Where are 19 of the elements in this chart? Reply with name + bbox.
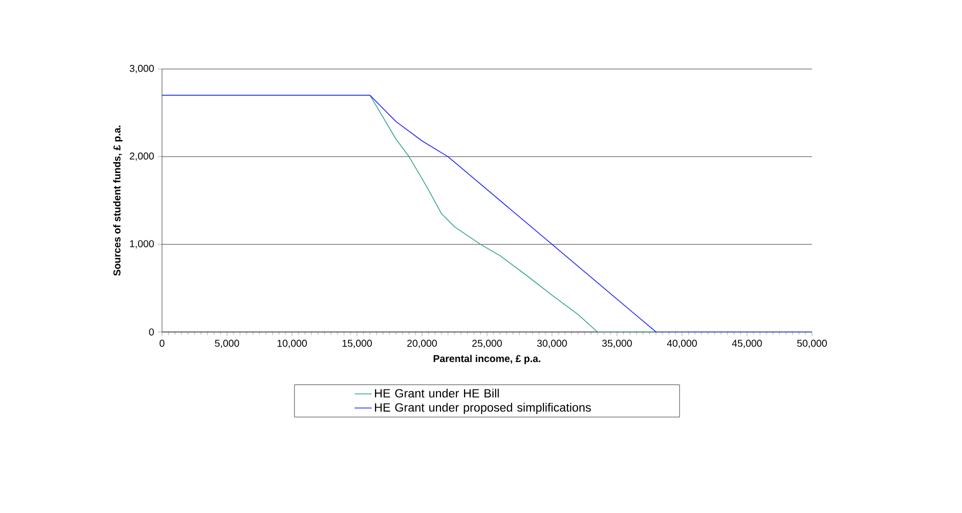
- x-tick-label: 5,000: [214, 340, 240, 348]
- x-tick-label: 45,000: [732, 340, 762, 348]
- x-tick-label: 0: [160, 340, 164, 347]
- y-tick-label: 2,000: [130, 152, 154, 161]
- x-tick-label: 15,000: [342, 340, 372, 348]
- legend-label: HE Grant under proposed simplifications: [375, 402, 591, 414]
- x-tick-label: 20,000: [407, 340, 437, 348]
- x-tick-label: 50,000: [797, 340, 827, 348]
- x-tick-label: 40,000: [667, 340, 697, 348]
- y-tick-label: 1,000: [130, 240, 154, 248]
- y-tick-label: 3,000: [130, 64, 154, 74]
- x-tick-label: 10,000: [278, 340, 307, 348]
- x-tick-label: 30,000: [537, 340, 567, 348]
- x-axis-title: Parental income, £ p.a.: [434, 354, 540, 364]
- legend-label: HE Grant under HE Bill: [375, 388, 499, 398]
- y-tick-label: 0: [149, 328, 154, 336]
- x-tick-label: 35,000: [602, 340, 632, 348]
- y-axis-title: Sources of student funds, £ p.a.: [113, 126, 122, 276]
- x-tick-label: 25,000: [472, 340, 502, 348]
